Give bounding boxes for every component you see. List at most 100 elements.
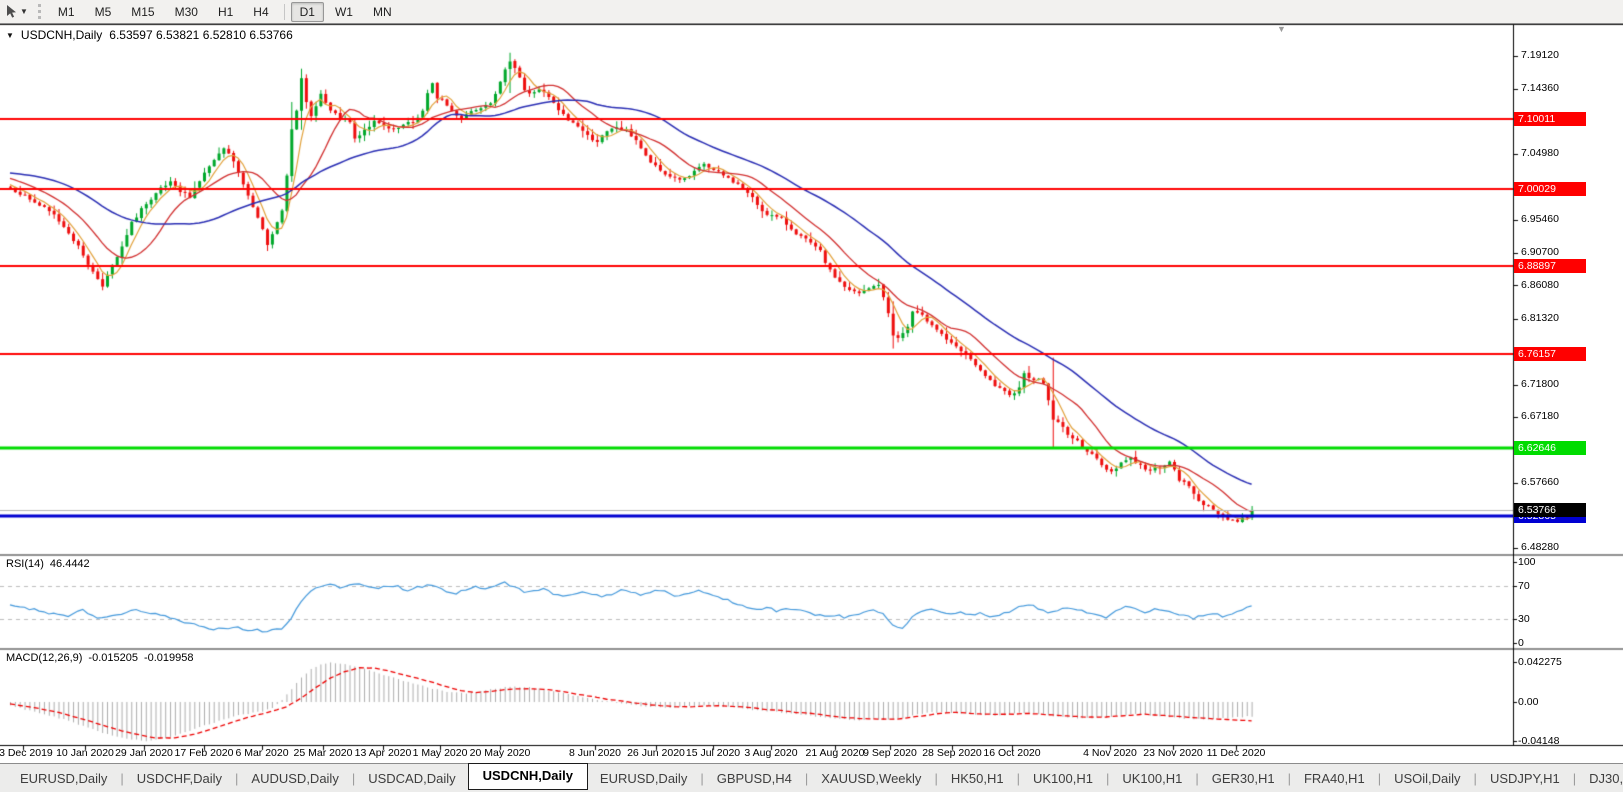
tab-separator: | <box>804 770 809 786</box>
rsi-axis-tick: 100 <box>1518 556 1536 568</box>
tab-separator: | <box>1195 770 1199 786</box>
timeframe-group: M1 M5 M15 M30 H1 H4 D1 W1 MN <box>48 1 402 22</box>
date-axis-label: 21 Aug 2020 <box>805 747 865 759</box>
tab-separator: | <box>235 770 239 786</box>
chart-tab-usdcnh-daily[interactable]: USDCNH,Daily <box>467 762 588 790</box>
hline-price-badge: 6.88897 <box>1514 258 1586 273</box>
macd-main-value: -0.015205 <box>88 652 138 664</box>
macd-axis-tick: 0.042275 <box>1518 656 1562 668</box>
macd-signal-value: -0.019958 <box>143 652 194 664</box>
date-axis-label: 3 Aug 2020 <box>744 747 798 759</box>
date-axis-label: 17 Feb 2020 <box>174 747 234 759</box>
chart-tab-dj30-daily[interactable]: DJ30,Daily <box>1589 770 1623 786</box>
chart-shift-marker-icon[interactable]: ▼ <box>1277 24 1286 34</box>
tab-separator: | <box>1473 770 1477 786</box>
chevron-down-icon[interactable]: ▼ <box>20 7 28 16</box>
date-axis-label: 6 Mar 2020 <box>235 747 289 759</box>
macd-axis-tick: -0.04148 <box>1518 735 1560 748</box>
macd-panel-label: MACD(12,26,9) -0.015205 -0.019958 <box>6 652 194 664</box>
chart-tab-bar: EURUSD,Daily | USDCHF,Daily | AUDUSD,Daily | U… <box>0 762 1623 792</box>
rsi-axis-tick: 0 <box>1518 637 1524 649</box>
chart-tab-hk50-h1[interactable]: HK50,H1 <box>950 770 1004 786</box>
chart-tab-usdchf-daily[interactable]: USDCHF,Daily <box>136 770 223 786</box>
price-axis-tick: 7.04980 <box>1521 147 1559 160</box>
hline-price-badge: 7.00029 <box>1514 181 1586 196</box>
macd-axis-tick: 0.00 <box>1518 696 1539 708</box>
date-axis-label: 26 Jun 2020 <box>627 747 685 759</box>
tab-separator: | <box>351 770 356 786</box>
price-axis-tick: 6.81320 <box>1521 311 1559 324</box>
hline-price-badge: 7.10011 <box>1514 112 1586 127</box>
rsi-indicator-name: RSI(14) <box>6 558 44 570</box>
timeframe-button-M5[interactable]: M5 <box>94 4 112 19</box>
price-axis-tick: 6.71800 <box>1521 377 1559 390</box>
tab-bar-items: EURUSD,Daily | USDCHF,Daily | AUDUSD,Daily | U… <box>8 762 1623 790</box>
chart-tab-eurusd-daily[interactable]: EURUSD,Daily <box>20 770 108 786</box>
date-axis-label: 10 Jan 2020 <box>56 747 114 759</box>
date-axis-label: 16 Oct 2020 <box>983 747 1041 759</box>
price-axis-tick: 6.48280 <box>1521 541 1559 553</box>
tab-separator: | <box>1016 770 1020 786</box>
tab-separator: | <box>934 770 938 786</box>
hline-price-badge: 6.76157 <box>1514 347 1586 362</box>
cursor-icon <box>7 5 16 18</box>
rsi-axis-tick: 70 <box>1518 580 1530 593</box>
date-axis-label: 1 May 2020 <box>412 747 468 759</box>
date-axis-label: 25 Mar 2020 <box>293 747 353 759</box>
tab-separator: | <box>120 770 124 786</box>
date-axis-label: 11 Dec 2020 <box>1206 747 1266 759</box>
chart-symbol-period: USDCNH,Daily <box>20 28 103 42</box>
chart-ohlc-values: 6.53597 6.53821 6.52810 6.53766 <box>109 28 293 42</box>
tab-separator: | <box>1572 770 1577 786</box>
chart-tab-xauusd-weekly[interactable]: XAUUSD,Weekly <box>821 770 922 786</box>
price-axis-tick: 6.90700 <box>1521 246 1559 259</box>
tab-separator: | <box>1105 770 1110 786</box>
tab-separator: | <box>700 770 704 786</box>
date-axis-label: 23 Dec 2019 <box>0 747 53 759</box>
chart-tab-audusd-daily[interactable]: AUDUSD,Daily <box>251 770 339 786</box>
tab-separator: | <box>1287 770 1291 786</box>
chart-tab-ger30-h1[interactable]: GER30,H1 <box>1211 770 1275 786</box>
date-axis-label: 9 Sep 2020 <box>863 747 917 759</box>
date-axis-label: 4 Nov 2020 <box>1083 747 1137 759</box>
timeframe-button-M30[interactable]: M30 <box>174 4 198 19</box>
hline-price-badge: 6.62646 <box>1514 441 1586 456</box>
toolbar-separator <box>283 3 285 20</box>
rsi-indicator-value: 46.4442 <box>49 558 90 570</box>
timeframe-button-H1[interactable]: H1 <box>217 4 234 19</box>
timeframe-button-H4[interactable]: H4 <box>253 4 269 19</box>
chart-header: ▼ USDCNH,Daily 6.53597 6.53821 6.52810 6… <box>6 28 293 42</box>
price-axis-tick: 6.67180 <box>1521 409 1559 422</box>
price-axis-tick: 7.19120 <box>1521 49 1559 62</box>
date-axis-label: 15 Jul 2020 <box>685 747 741 759</box>
chart-tab-uk100-h1[interactable]: UK100,H1 <box>1032 770 1093 786</box>
current-price-badge: 6.53766 <box>1514 502 1586 517</box>
timeframe-button-D1[interactable]: D1 <box>290 1 324 22</box>
rsi-panel-label: RSI(14) 46.4442 <box>6 558 90 570</box>
date-axis-label: 13 Apr 2020 <box>354 747 412 759</box>
chart-tab-usdcad-daily[interactable]: USDCAD,Daily <box>368 770 456 786</box>
price-axis-tick: 6.95460 <box>1521 213 1559 226</box>
timeframe-button-W1[interactable]: W1 <box>334 4 353 19</box>
timeframe-button-M1[interactable]: M1 <box>57 4 75 19</box>
toolbar-grip[interactable] <box>37 4 41 19</box>
chart-tab-usdjpy-h1[interactable]: USDJPY,H1 <box>1489 770 1560 786</box>
rsi-axis-tick: 30 <box>1518 612 1530 625</box>
price-axis-tick: 7.14360 <box>1521 82 1559 95</box>
cursor-tool-button[interactable]: ▼ <box>2 3 31 20</box>
date-axis-label: 23 Nov 2020 <box>1143 747 1203 759</box>
date-axis-label: 29 Jan 2020 <box>115 747 173 759</box>
chart-tab-fra40-h1[interactable]: FRA40,H1 <box>1303 770 1365 786</box>
date-axis-label: 8 Jun 2020 <box>569 747 621 759</box>
date-axis-label: 20 May 2020 <box>469 747 531 759</box>
chart-tab-usoil-daily[interactable]: USOil,Daily <box>1394 770 1461 786</box>
timeframe-button-MN[interactable]: MN <box>372 4 392 19</box>
price-axis-tick: 6.57660 <box>1521 475 1559 488</box>
one-click-trading-toggle-icon[interactable]: ▼ <box>6 30 14 40</box>
timeframe-button-M15[interactable]: M15 <box>131 4 155 19</box>
chart-tab-gbpusd-h4[interactable]: GBPUSD,H4 <box>716 770 792 786</box>
tab-separator: | <box>1377 770 1382 786</box>
chart-tab-eurusd-daily[interactable]: EURUSD,Daily <box>599 770 688 786</box>
chart-tab-uk100-h1[interactable]: UK100,H1 <box>1122 770 1183 786</box>
